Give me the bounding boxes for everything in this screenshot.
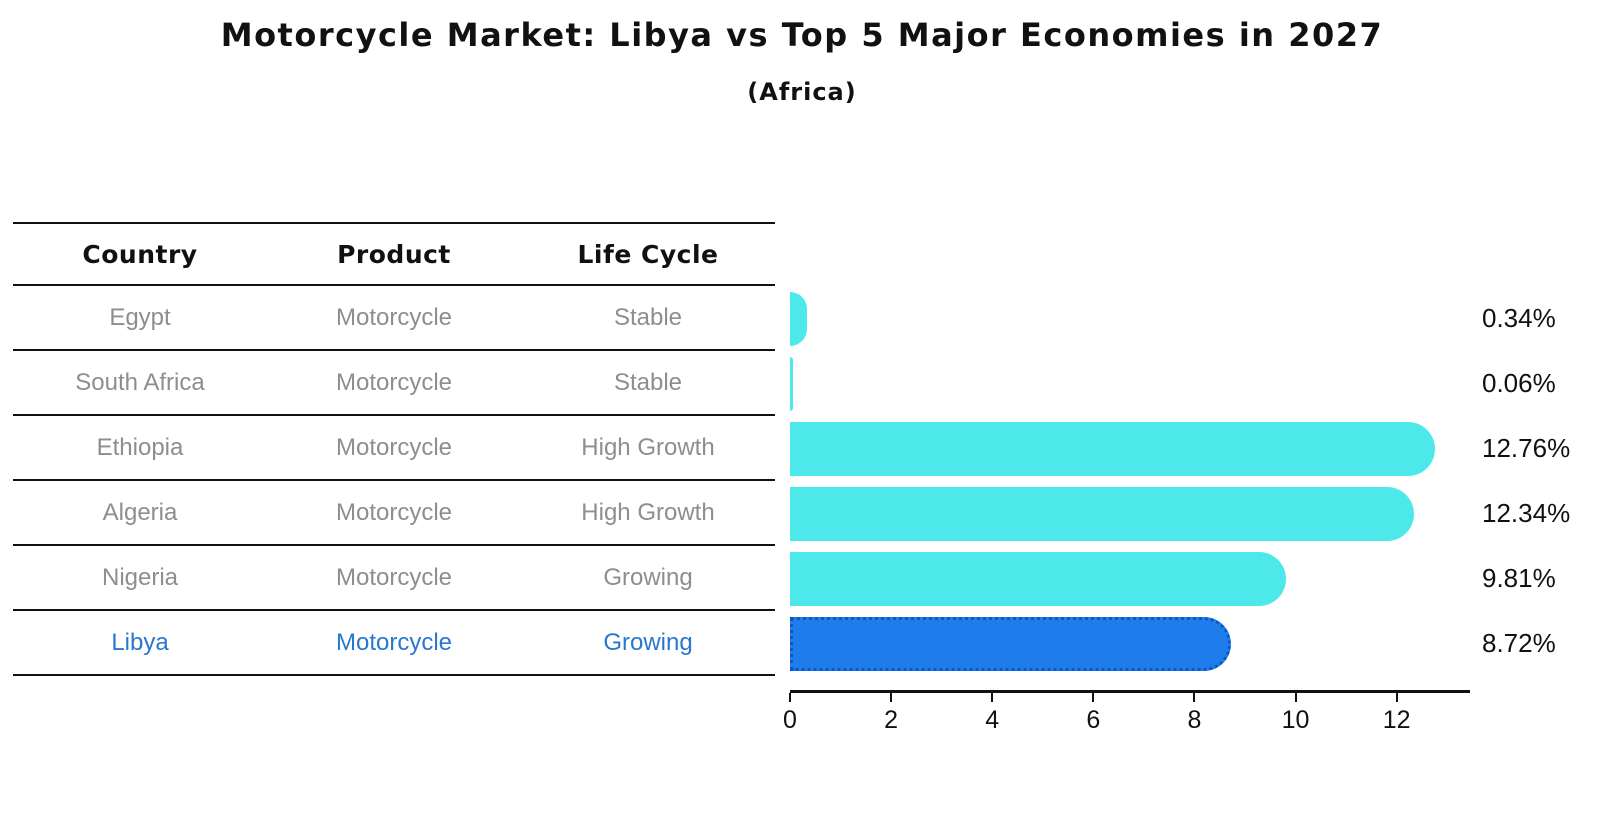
x-axis: 0 2 4 6 8 10 12: [783, 690, 1470, 746]
value-label: 0.34%: [1482, 303, 1556, 333]
x-tick-label: 10: [1281, 706, 1310, 734]
x-tick-mark: [991, 693, 994, 702]
header-country: Country: [82, 239, 198, 269]
x-tick-mark: [1193, 693, 1196, 702]
header-product: Product: [337, 239, 451, 269]
value-label: 12.76%: [1482, 433, 1571, 463]
value-label-area: 0.06%: [1482, 351, 1604, 416]
chart-subtitle: (Africa): [747, 78, 857, 106]
table-row-cells: Egypt Motorcycle Stable: [13, 286, 775, 351]
header-life-cycle: Life Cycle: [577, 239, 719, 269]
value-label-area: 12.76%: [1482, 416, 1604, 481]
product-cell: Motorcycle: [335, 628, 453, 656]
value-label: 8.72%: [1482, 628, 1556, 658]
table-row-cells: Algeria Motorcycle High Growth: [13, 481, 775, 546]
chart-title: Motorcycle Market: Libya vs Top 5 Major …: [220, 16, 1384, 54]
value-label: 0.06%: [1482, 368, 1556, 398]
life-cycle-cell: High Growth: [581, 433, 715, 461]
bar: [790, 616, 1231, 671]
bar: [790, 551, 1286, 606]
table-row: Egypt Motorcycle Stable 0.34%: [13, 286, 1604, 351]
bar: [790, 356, 794, 411]
table-header: Country Product Life Cycle: [13, 222, 775, 286]
header-chart-spacer: [790, 222, 1470, 286]
table-row-cells: Nigeria Motorcycle Growing: [13, 546, 775, 611]
header-label-spacer: [1482, 222, 1604, 286]
country-cell: South Africa: [75, 368, 205, 396]
x-tick-label: 4: [985, 706, 1000, 734]
table-row: Nigeria Motorcycle Growing 9.81%: [13, 546, 1604, 611]
life-cycle-cell: Stable: [613, 303, 683, 331]
country-cell: Nigeria: [101, 563, 179, 591]
value-label: 12.34%: [1482, 498, 1571, 528]
product-cell: Motorcycle: [335, 563, 453, 591]
product-cell: Motorcycle: [335, 433, 453, 461]
table-row: Libya Motorcycle Growing 8.72%: [13, 611, 1604, 676]
life-cycle-cell: High Growth: [581, 498, 715, 526]
bar-track: [790, 416, 1470, 481]
table-row: Algeria Motorcycle High Growth 12.34%: [13, 481, 1604, 546]
table-row: Ethiopia Motorcycle High Growth 12.76%: [13, 416, 1604, 481]
table-row-cells: South Africa Motorcycle Stable: [13, 351, 775, 416]
x-tick-mark: [1395, 693, 1398, 702]
x-axis-line: [790, 690, 1470, 693]
table-chart-area: Country Product Life Cycle Egypt Motorcy…: [13, 222, 1604, 746]
x-tick-label: 6: [1086, 706, 1101, 734]
table-row-cells: Ethiopia Motorcycle High Growth: [13, 416, 775, 481]
life-cycle-cell: Stable: [613, 368, 683, 396]
bar-track: [790, 351, 1470, 416]
bar: [790, 421, 1436, 476]
country-cell: Libya: [111, 628, 169, 656]
life-cycle-cell: Growing: [603, 628, 693, 656]
x-tick-mark: [890, 693, 893, 702]
product-cell: Motorcycle: [335, 498, 453, 526]
value-label-area: 12.34%: [1482, 481, 1604, 546]
x-tick-label: 2: [884, 706, 899, 734]
country-cell: Egypt: [109, 303, 171, 331]
bar: [790, 486, 1414, 541]
product-cell: Motorcycle: [335, 368, 453, 396]
x-tick-label: 12: [1382, 706, 1411, 734]
table-row-cells: Libya Motorcycle Growing: [13, 611, 775, 676]
bar-track: [790, 286, 1470, 351]
x-tick-label: 0: [783, 706, 797, 734]
x-tick-mark: [789, 693, 791, 702]
table-header-row: Country Product Life Cycle: [13, 222, 1604, 286]
value-label-area: 9.81%: [1482, 546, 1604, 611]
data-rows: Egypt Motorcycle Stable 0.34% South Afri…: [13, 286, 1604, 676]
axis-table-spacer: [13, 690, 775, 746]
x-axis-row: 0 2 4 6 8 10 12: [13, 690, 1604, 746]
product-cell: Motorcycle: [335, 303, 453, 331]
country-cell: Algeria: [102, 498, 178, 526]
value-label-area: 0.34%: [1482, 286, 1604, 351]
bar: [790, 291, 808, 346]
x-tick-mark: [1092, 693, 1095, 702]
table-row: South Africa Motorcycle Stable 0.06%: [13, 351, 1604, 416]
bar-track: [790, 546, 1470, 611]
bar-track: [790, 611, 1470, 676]
life-cycle-cell: Growing: [603, 563, 693, 591]
x-tick-label: 8: [1187, 706, 1202, 734]
x-tick-mark: [1294, 693, 1297, 702]
country-cell: Ethiopia: [96, 433, 184, 461]
bar-track: [790, 481, 1470, 546]
value-label: 9.81%: [1482, 563, 1556, 593]
value-label-area: 8.72%: [1482, 611, 1604, 676]
